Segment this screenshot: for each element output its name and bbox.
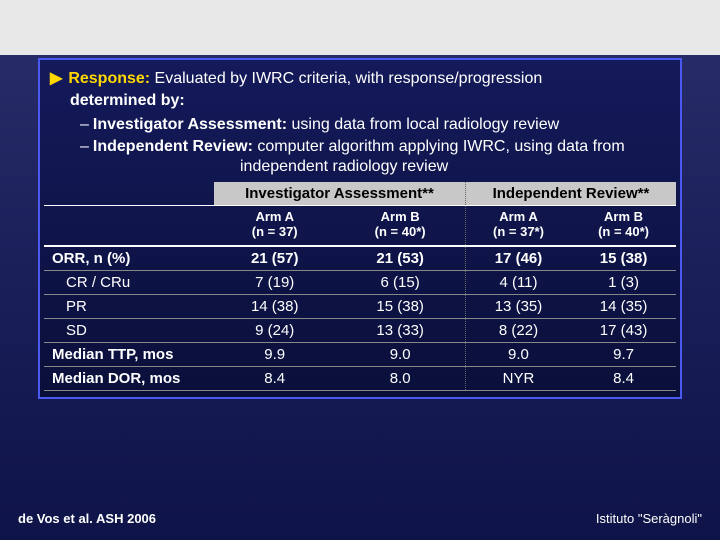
table-row: ORR, n (%)21 (57)21 (53)17 (46)15 (38) bbox=[44, 246, 676, 271]
cell-value: 1 (3) bbox=[571, 271, 676, 295]
table-row: Median TTP, mos9.99.09.09.7 bbox=[44, 343, 676, 367]
cell-value: 17 (43) bbox=[571, 319, 676, 343]
cell-value: 8.4 bbox=[571, 367, 676, 391]
cell-value: 14 (38) bbox=[214, 295, 335, 319]
response-line2: determined by: bbox=[40, 92, 680, 114]
cell-value: 6 (15) bbox=[335, 271, 465, 295]
row-label: PR bbox=[44, 295, 214, 319]
cell-value: NYR bbox=[465, 367, 571, 391]
row-label: Median DOR, mos bbox=[44, 367, 214, 391]
cell-value: 13 (35) bbox=[465, 295, 571, 319]
table-row: CR / CRu7 (19)6 (15)4 (11)1 (3) bbox=[44, 271, 676, 295]
table-header-row: Investigator Assessment** Independent Re… bbox=[44, 182, 676, 206]
table-row: SD9 (24)13 (33)8 (22)17 (43) bbox=[44, 319, 676, 343]
sub1-text: using data from local radiology review bbox=[287, 116, 559, 133]
arm-a2: Arm A (n = 37*) bbox=[465, 206, 571, 247]
cell-value: 21 (57) bbox=[214, 246, 335, 271]
cell-value: 13 (33) bbox=[335, 319, 465, 343]
cell-value: 9.7 bbox=[571, 343, 676, 367]
results-table: Investigator Assessment** Independent Re… bbox=[44, 182, 676, 391]
cell-value: 9.9 bbox=[214, 343, 335, 367]
cell-value: 21 (53) bbox=[335, 246, 465, 271]
arm-a1: Arm A (n = 37) bbox=[214, 206, 335, 247]
sub1-lead: Investigator Assessment: bbox=[93, 116, 287, 133]
footer-citation: de Vos et al. ASH 2006 bbox=[18, 511, 156, 526]
arm-b2: Arm B (n = 40*) bbox=[571, 206, 676, 247]
sub-item-investigator: –Investigator Assessment: using data fro… bbox=[40, 114, 680, 136]
table-row: PR14 (38)15 (38)13 (35)14 (35) bbox=[44, 295, 676, 319]
cell-value: 17 (46) bbox=[465, 246, 571, 271]
header-investigator: Investigator Assessment** bbox=[214, 182, 465, 206]
cell-value: 8.4 bbox=[214, 367, 335, 391]
footer-institute: Istituto "Seràgnoli" bbox=[596, 511, 702, 526]
cell-value: 8 (22) bbox=[465, 319, 571, 343]
row-label: SD bbox=[44, 319, 214, 343]
cell-value: 14 (35) bbox=[571, 295, 676, 319]
cell-value: 9.0 bbox=[335, 343, 465, 367]
header-independent: Independent Review** bbox=[465, 182, 676, 206]
cell-value: 15 (38) bbox=[335, 295, 465, 319]
cell-value: 4 (11) bbox=[465, 271, 571, 295]
arm-b1: Arm B (n = 40*) bbox=[335, 206, 465, 247]
sub-item-independent: –Independent Review: computer algorithm … bbox=[40, 136, 680, 158]
content-panel: ▶ Response: Evaluated by IWRC criteria, w… bbox=[38, 58, 682, 399]
table-row: Median DOR, mos8.48.0NYR8.4 bbox=[44, 367, 676, 391]
cell-value: 9 (24) bbox=[214, 319, 335, 343]
sub2-text: computer algorithm applying IWRC, using … bbox=[253, 138, 625, 155]
row-label: Median TTP, mos bbox=[44, 343, 214, 367]
response-lead: Response: bbox=[68, 70, 150, 87]
cell-value: 7 (19) bbox=[214, 271, 335, 295]
response-text: Evaluated by IWRC criteria, with respons… bbox=[150, 70, 542, 87]
sub2-lead: Independent Review: bbox=[93, 138, 253, 155]
table-arm-row: Arm A (n = 37) Arm B (n = 40*) Arm A (n … bbox=[44, 206, 676, 247]
dash-icon: – bbox=[80, 138, 89, 155]
cell-value: 9.0 bbox=[465, 343, 571, 367]
sub2-text2: independent radiology review bbox=[40, 158, 680, 176]
dash-icon: – bbox=[80, 116, 89, 133]
bullet-icon: ▶ bbox=[50, 70, 62, 87]
row-label: ORR, n (%) bbox=[44, 246, 214, 271]
cell-value: 15 (38) bbox=[571, 246, 676, 271]
row-label: CR / CRu bbox=[44, 271, 214, 295]
response-line: ▶ Response: Evaluated by IWRC criteria, w… bbox=[40, 60, 680, 92]
cell-value: 8.0 bbox=[335, 367, 465, 391]
